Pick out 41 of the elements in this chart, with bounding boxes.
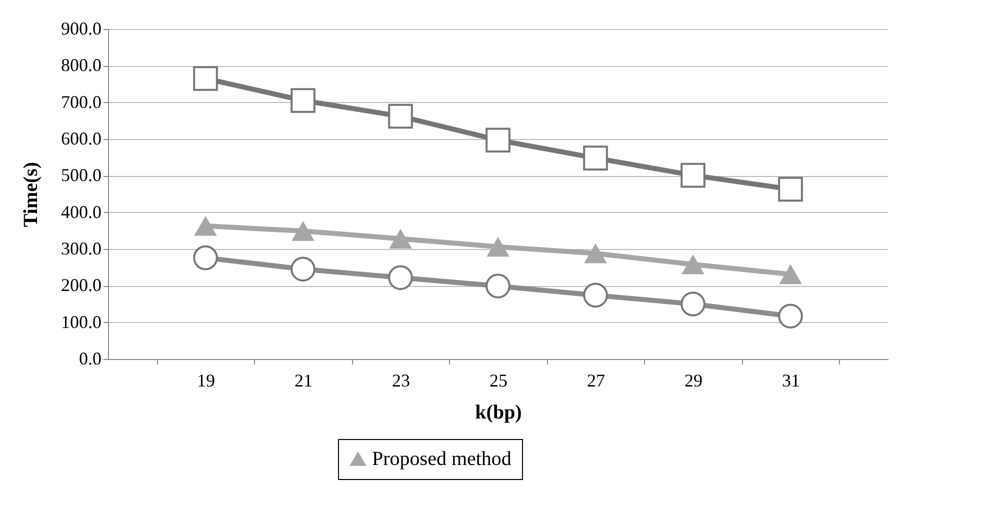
point (584, 244, 607, 264)
x-tick-label: 25 (490, 370, 508, 390)
point (682, 254, 704, 274)
point (193, 245, 218, 270)
x-tick-label: 19 (197, 370, 215, 390)
point (194, 216, 217, 236)
point (680, 162, 706, 188)
legend-label: Proposed method (372, 448, 512, 470)
point (486, 236, 510, 257)
y-tick-label: 900.0 (61, 18, 102, 38)
point (778, 176, 803, 202)
y-tick-label: 400.0 (61, 202, 102, 222)
point (388, 265, 413, 290)
y-tick-label: 800.0 (61, 55, 102, 76)
point (583, 282, 608, 308)
point (486, 274, 510, 298)
point (583, 146, 608, 170)
y-tick-label: 600.0 (61, 128, 102, 148)
y-tick-label: 0.0 (79, 348, 102, 368)
y-tick-label: 500.0 (61, 165, 102, 186)
y-axis-title: Time(s) (20, 162, 42, 228)
point (292, 221, 314, 241)
x-tick-label: 21 (294, 370, 312, 390)
x-tick-label: 27 (587, 370, 605, 390)
y-tick-label: 300.0 (61, 238, 102, 258)
point (778, 304, 803, 328)
x-tick-label: 29 (684, 370, 702, 390)
point (193, 66, 218, 91)
point (290, 256, 316, 282)
x-tick-label: 23 (392, 370, 410, 390)
point (389, 228, 412, 249)
y-tick-label: 100.0 (61, 312, 102, 332)
point (486, 128, 510, 152)
x-tick-label: 31 (782, 370, 800, 390)
x-axis-title: k(bp) (475, 402, 522, 424)
y-tick-label: 200.0 (61, 275, 102, 296)
point (779, 264, 802, 284)
point (290, 88, 316, 113)
y-tick-label: 700.0 (61, 92, 102, 112)
point (680, 292, 706, 316)
point (388, 104, 413, 129)
